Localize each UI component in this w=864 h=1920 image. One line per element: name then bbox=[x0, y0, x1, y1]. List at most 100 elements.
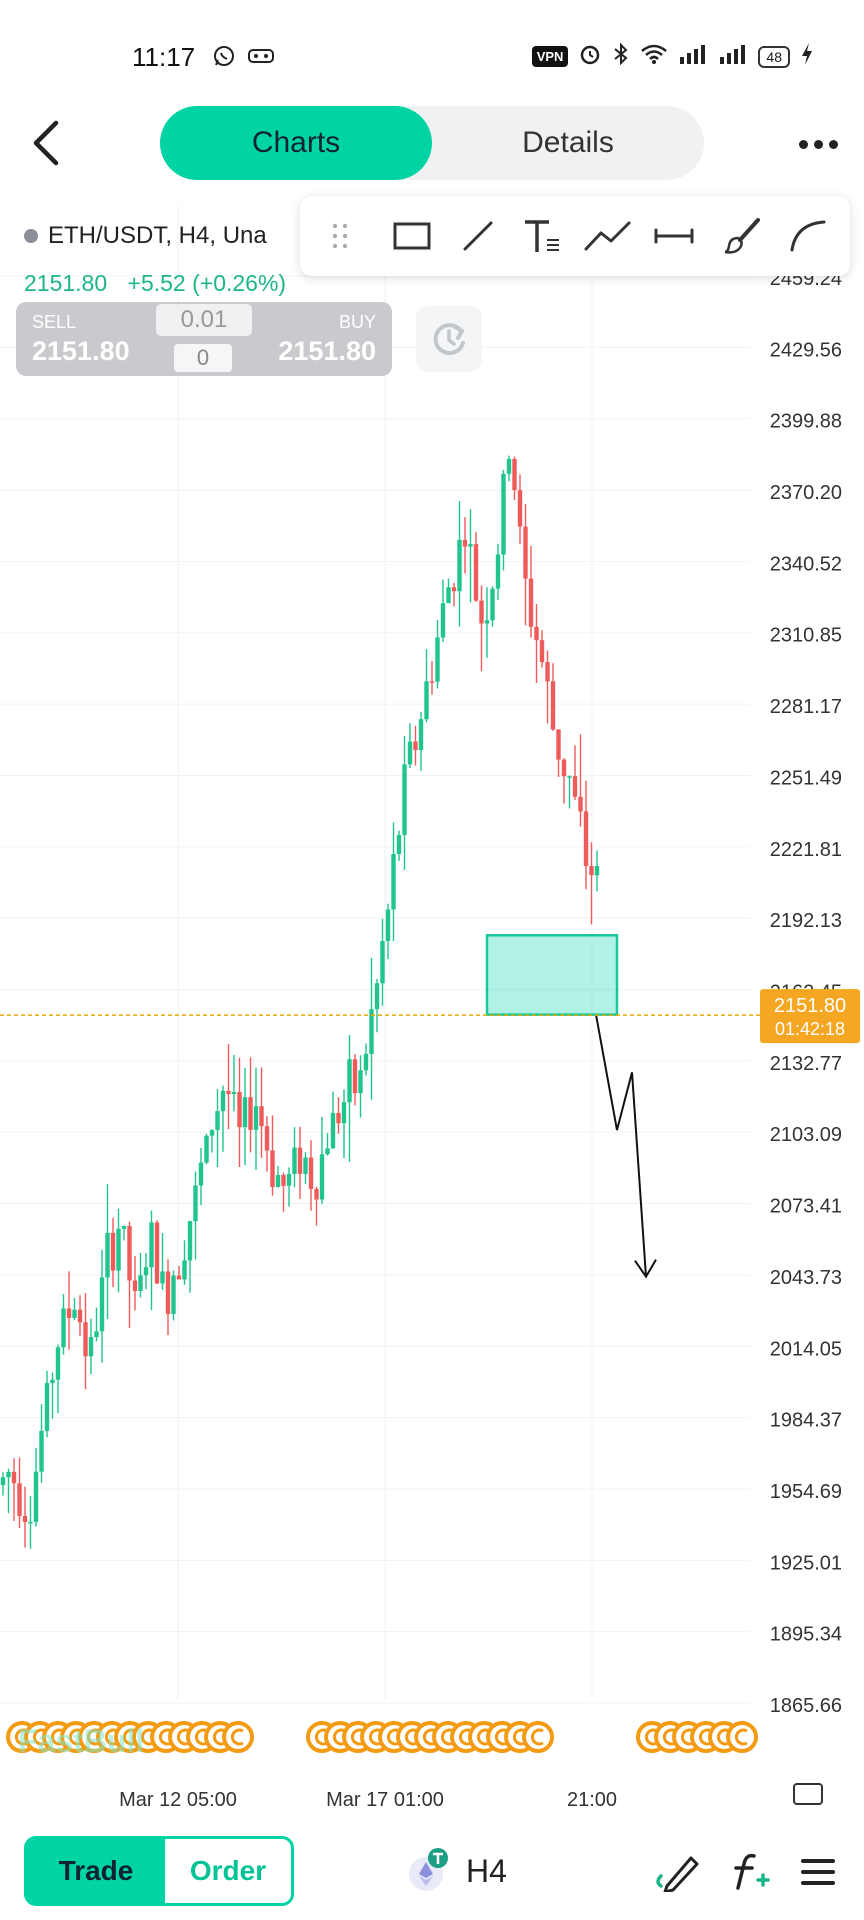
candle bbox=[341, 1089, 347, 1159]
candle bbox=[429, 661, 435, 695]
y-tick-label: 1865.66 bbox=[770, 1695, 842, 1717]
function-add-icon[interactable] bbox=[726, 1848, 774, 1896]
candle bbox=[72, 1298, 77, 1321]
market-status-dot bbox=[24, 229, 38, 243]
back-button[interactable] bbox=[20, 115, 70, 171]
candle bbox=[506, 455, 512, 482]
candle bbox=[462, 517, 468, 574]
y-tick-label: 2370.20 bbox=[770, 482, 842, 504]
candle bbox=[231, 1055, 237, 1112]
refresh-icon bbox=[433, 323, 465, 356]
candle bbox=[319, 1116, 325, 1204]
order-button[interactable]: Order bbox=[189, 1855, 267, 1886]
candle bbox=[154, 1220, 160, 1285]
candle bbox=[105, 1184, 110, 1320]
more-options-button[interactable] bbox=[794, 126, 842, 162]
candle bbox=[171, 1270, 176, 1321]
timeframe-selector[interactable]: H4 bbox=[404, 1836, 507, 1906]
y-tick-label: 1925.01 bbox=[770, 1552, 842, 1574]
tab-details[interactable]: Details bbox=[522, 126, 614, 159]
status-bar: 11:17 VPN 48 bbox=[0, 0, 864, 110]
candle bbox=[204, 1133, 209, 1165]
brush-icon[interactable] bbox=[712, 196, 772, 276]
chart-annotations bbox=[485, 934, 657, 1279]
candle bbox=[138, 1252, 143, 1298]
event-marker-icon[interactable] bbox=[522, 1721, 554, 1753]
trendline-icon[interactable] bbox=[448, 196, 508, 276]
candle bbox=[50, 1372, 55, 1419]
candle bbox=[358, 1055, 363, 1118]
drag-handle-icon[interactable] bbox=[310, 196, 370, 276]
candle bbox=[468, 509, 473, 603]
candlestick-chart[interactable]: 2459.242429.562399.882370.202340.522310.… bbox=[0, 205, 864, 1825]
arc-icon[interactable] bbox=[778, 196, 838, 276]
candle bbox=[583, 780, 589, 890]
candle bbox=[6, 1468, 11, 1514]
candle bbox=[374, 978, 380, 1033]
candle bbox=[193, 1171, 198, 1260]
horizontal-line-icon[interactable] bbox=[644, 196, 704, 276]
x-tick-label: Mar 17 01:00 bbox=[326, 1789, 444, 1811]
text-icon[interactable] bbox=[512, 196, 572, 276]
fastbull-watermark: FastBull bbox=[18, 1723, 144, 1759]
bottom-bar: Trade Order H4 bbox=[0, 1826, 864, 1920]
polyline-icon[interactable] bbox=[578, 196, 638, 276]
candle bbox=[407, 723, 413, 768]
menu-icon[interactable] bbox=[794, 1848, 842, 1896]
sell-label: SELL bbox=[32, 312, 77, 332]
price-change: +5.52 (+0.26%) bbox=[127, 270, 287, 296]
battery-indicator: 48 bbox=[758, 45, 790, 68]
draw-pen-icon[interactable] bbox=[652, 1848, 700, 1896]
quantity-input[interactable]: 0.01 bbox=[156, 304, 252, 336]
candle bbox=[209, 1129, 215, 1153]
y-tick-label: 2340.52 bbox=[770, 553, 842, 575]
event-marker-icon[interactable] bbox=[726, 1721, 758, 1753]
candle bbox=[578, 734, 583, 827]
buy-button[interactable]: BUY 2151.80 bbox=[252, 302, 392, 376]
symbol-label: ETH/USDT, H4, Una bbox=[48, 222, 267, 249]
signal-icon bbox=[718, 43, 748, 70]
candle bbox=[314, 1186, 319, 1226]
candle bbox=[215, 1089, 220, 1168]
trade-order-switch: Trade Order bbox=[24, 1836, 294, 1906]
candle bbox=[490, 586, 495, 627]
candle bbox=[534, 604, 539, 684]
y-tick-label: 2221.81 bbox=[770, 839, 842, 861]
rectangle-drawing[interactable] bbox=[485, 934, 619, 1016]
bar-countdown: 01:42:18 bbox=[775, 1019, 845, 1039]
candle bbox=[594, 850, 600, 892]
candle bbox=[413, 725, 418, 766]
timeframe-label: H4 bbox=[466, 1852, 507, 1889]
candle bbox=[561, 758, 567, 804]
tab-charts[interactable]: Charts bbox=[160, 106, 432, 180]
y-tick-label: 2014.05 bbox=[770, 1338, 842, 1360]
candle-series bbox=[0, 455, 600, 1549]
price-axis: 2459.242429.562399.882370.202340.522310.… bbox=[770, 268, 842, 1717]
refresh-button[interactable] bbox=[416, 306, 482, 372]
projection-path-drawing[interactable] bbox=[595, 1014, 647, 1277]
candle bbox=[336, 1097, 341, 1134]
candle bbox=[528, 545, 534, 638]
event-marker-icon[interactable] bbox=[222, 1721, 254, 1753]
candle bbox=[385, 903, 391, 960]
candle bbox=[242, 1068, 248, 1166]
candle bbox=[391, 822, 396, 942]
candle bbox=[94, 1307, 99, 1342]
rectangle-icon[interactable] bbox=[382, 196, 442, 276]
sell-button[interactable]: SELL 2151.80 bbox=[16, 302, 156, 376]
trade-button[interactable]: Trade bbox=[27, 1839, 165, 1903]
status-icons-left bbox=[212, 44, 274, 73]
chart-type-toggle[interactable] bbox=[793, 1783, 823, 1805]
candle bbox=[545, 650, 550, 724]
candle bbox=[550, 663, 556, 731]
sell-price: 2151.80 bbox=[32, 336, 130, 366]
candle bbox=[484, 587, 490, 658]
y-tick-label: 1984.37 bbox=[770, 1410, 842, 1432]
candle bbox=[512, 456, 517, 501]
alarm-icon bbox=[578, 42, 602, 71]
candle bbox=[110, 1217, 116, 1288]
candle bbox=[88, 1318, 94, 1375]
candle bbox=[281, 1172, 286, 1212]
candle bbox=[440, 579, 446, 642]
candle bbox=[501, 469, 506, 571]
